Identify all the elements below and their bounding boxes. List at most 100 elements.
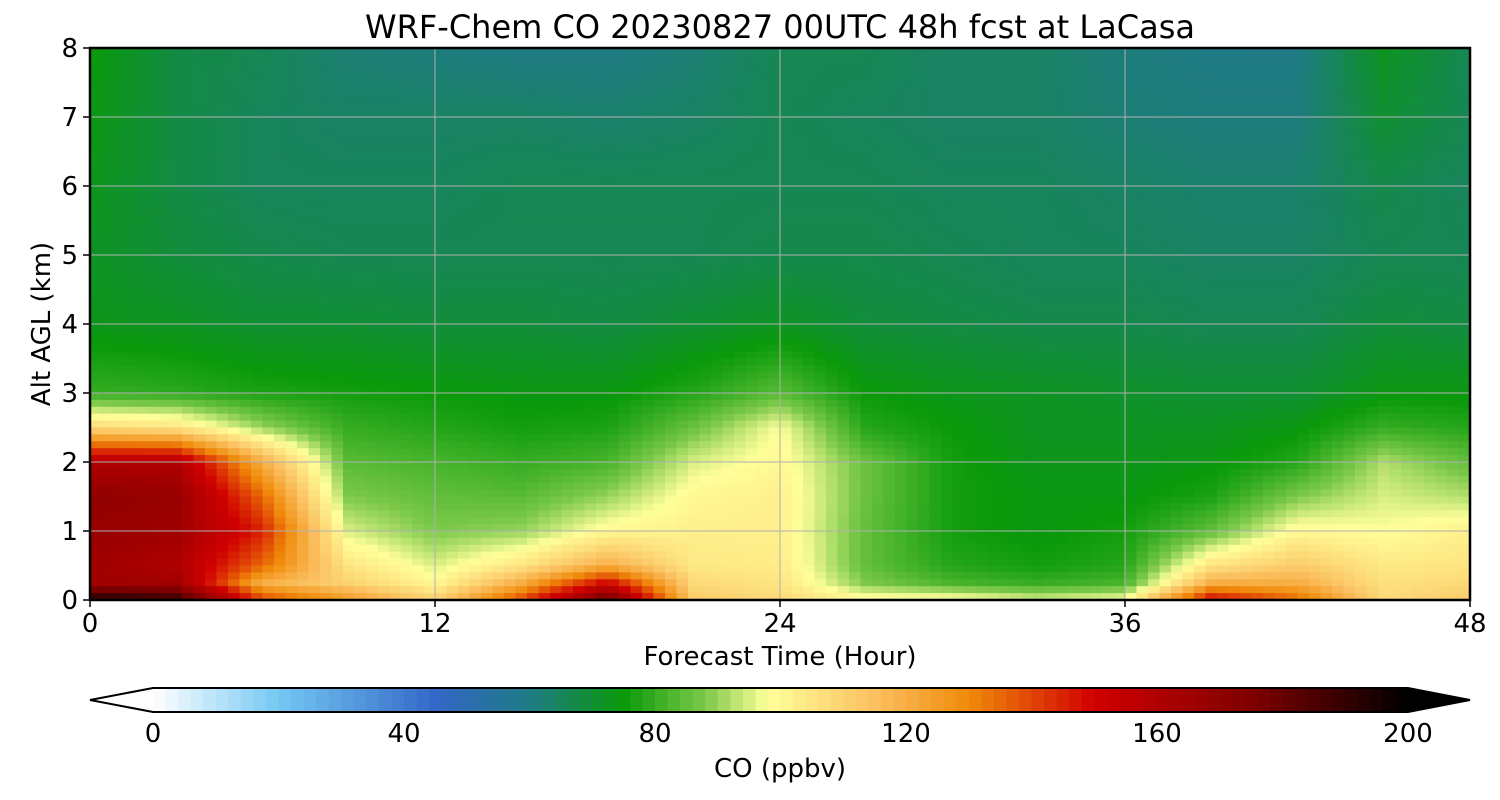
heatmap-cell xyxy=(216,151,229,159)
heatmap-cell xyxy=(1194,186,1207,194)
heatmap-cell xyxy=(734,151,747,159)
heatmap-cell xyxy=(101,213,114,222)
heatmap-cell xyxy=(435,130,448,139)
heatmap-cell xyxy=(228,179,241,187)
heatmap-cell xyxy=(297,48,310,56)
heatmap-cell xyxy=(446,275,459,284)
heatmap-cell xyxy=(596,110,609,118)
heatmap-cell xyxy=(1378,151,1391,159)
heatmap-cell xyxy=(205,186,218,194)
heatmap-cell xyxy=(1401,268,1414,277)
heatmap-cell xyxy=(354,137,367,146)
heatmap-cell xyxy=(619,330,632,339)
heatmap-cell xyxy=(423,255,436,263)
heatmap-cell xyxy=(1412,110,1425,118)
heatmap-cell xyxy=(1458,123,1470,132)
heatmap-cell xyxy=(481,89,494,97)
heatmap-cell xyxy=(1044,158,1057,166)
heatmap-cell xyxy=(1171,172,1184,180)
heatmap-cell xyxy=(400,165,413,173)
heatmap-cell xyxy=(1228,96,1241,104)
heatmap-cell xyxy=(446,213,459,222)
heatmap-cell xyxy=(584,54,597,63)
heatmap-cell xyxy=(1228,206,1241,215)
heatmap-cell xyxy=(159,275,172,284)
heatmap-cell xyxy=(1194,289,1207,297)
heatmap-cell xyxy=(1401,192,1414,201)
heatmap-cell xyxy=(538,289,551,297)
heatmap-cell xyxy=(711,206,724,215)
heatmap-cell xyxy=(1079,296,1092,304)
heatmap-cell xyxy=(1136,130,1149,139)
heatmap-cell xyxy=(1401,165,1414,173)
heatmap-cell xyxy=(998,289,1011,297)
heatmap-cell xyxy=(676,82,689,90)
heatmap-cell xyxy=(216,158,229,166)
heatmap-cell xyxy=(653,54,666,63)
heatmap-cell xyxy=(1435,282,1448,291)
heatmap-cell xyxy=(216,68,229,77)
heatmap-cell xyxy=(1113,61,1126,70)
heatmap-cell xyxy=(1412,199,1425,208)
heatmap-cell xyxy=(872,103,885,111)
heatmap-cell xyxy=(745,61,758,70)
heatmap-cell xyxy=(1297,289,1310,297)
heatmap-cell xyxy=(308,248,321,256)
heatmap-cell xyxy=(918,248,931,256)
heatmap-cell xyxy=(1251,117,1264,125)
heatmap-cell xyxy=(113,179,126,187)
heatmap-cell xyxy=(1435,186,1448,194)
heatmap-cell xyxy=(1021,48,1034,56)
heatmap-cell xyxy=(849,68,862,77)
heatmap-cell xyxy=(285,227,298,235)
heatmap-cell xyxy=(1113,151,1126,159)
heatmap-cell xyxy=(1424,234,1437,242)
heatmap-cell xyxy=(964,261,977,270)
heatmap-cell xyxy=(113,110,126,118)
heatmap-cell xyxy=(1102,48,1115,56)
heatmap-cell xyxy=(274,117,287,125)
heatmap-cell xyxy=(1343,261,1356,270)
heatmap-cell xyxy=(458,268,471,277)
heatmap-cell xyxy=(1159,89,1172,97)
heatmap-cell xyxy=(1194,123,1207,132)
heatmap-cell xyxy=(1217,241,1230,249)
heatmap-cell xyxy=(780,330,793,339)
heatmap-cell xyxy=(1401,82,1414,90)
heatmap-cell xyxy=(308,241,321,249)
heatmap-cell xyxy=(561,248,574,256)
heatmap-cell xyxy=(1125,75,1138,84)
heatmap-cell xyxy=(481,241,494,249)
heatmap-cell xyxy=(1194,255,1207,263)
heatmap-cell xyxy=(228,61,241,70)
heatmap-cell xyxy=(1228,261,1241,270)
heatmap-cell xyxy=(1435,248,1448,256)
heatmap-cell xyxy=(1424,48,1437,56)
heatmap-cell xyxy=(1263,165,1276,173)
heatmap-cell xyxy=(147,282,160,291)
chart-title: WRF-Chem CO 20230827 00UTC 48h fcst at L… xyxy=(365,8,1195,46)
heatmap-cell xyxy=(331,158,344,166)
heatmap-cell xyxy=(584,282,597,291)
heatmap-cell xyxy=(688,61,701,70)
heatmap-cell xyxy=(1067,303,1080,311)
heatmap-cell xyxy=(262,158,275,166)
heatmap-cell xyxy=(1125,324,1138,332)
heatmap-cell xyxy=(768,144,781,153)
heatmap-cell xyxy=(1205,220,1218,228)
heatmap-cell xyxy=(998,117,1011,125)
heatmap-cell xyxy=(1021,117,1034,125)
heatmap-cell xyxy=(964,248,977,256)
heatmap-cell xyxy=(446,234,459,242)
heatmap-cell xyxy=(297,261,310,270)
heatmap-cell xyxy=(205,89,218,97)
heatmap-cell xyxy=(837,179,850,187)
heatmap-cell xyxy=(653,213,666,222)
heatmap-cell xyxy=(1458,103,1470,111)
heatmap-cell xyxy=(941,255,954,263)
heatmap-cell xyxy=(389,75,402,84)
heatmap-cell xyxy=(653,220,666,228)
heatmap-cell xyxy=(435,241,448,249)
heatmap-cell xyxy=(734,82,747,90)
heatmap-cell xyxy=(803,289,816,297)
